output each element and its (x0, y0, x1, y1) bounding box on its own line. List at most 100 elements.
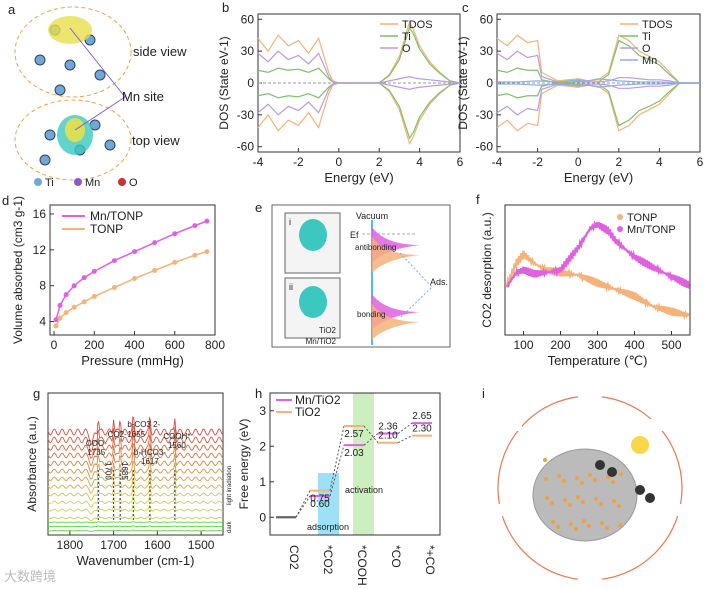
particle-dot (587, 524, 591, 528)
x-tick-label: 4 (416, 155, 423, 169)
y-axis-label: DOS (State eV-1) (456, 36, 470, 129)
panel-label-d: d (2, 193, 9, 208)
legend-label: O (642, 43, 651, 55)
data-point (132, 249, 138, 255)
data-point (172, 259, 178, 265)
legend-label: Mn (85, 177, 100, 189)
data-point (111, 284, 117, 290)
y-axis-label: CO2 desorption (a.u.) (480, 212, 494, 327)
x-tick-label: 300 (587, 338, 607, 352)
y-tick-label: 12 (33, 243, 47, 257)
spectrum (47, 525, 224, 528)
series-TONP (55, 250, 208, 327)
data-point (204, 218, 210, 224)
x-tick-label: 1700 (100, 538, 127, 552)
inset-label: ii (289, 282, 293, 292)
particle-dot (568, 503, 572, 507)
peak-label: 1700 (104, 462, 113, 480)
ti-atom (39, 154, 51, 166)
intermediate-structure (578, 574, 602, 586)
y-tick-label: -30 (476, 108, 494, 122)
peak-label: 1685 (120, 462, 129, 480)
pointer-line (74, 96, 126, 131)
x-axis-label: Energy (eV) (564, 170, 633, 185)
particle-dot (576, 495, 580, 499)
dos-up-O (257, 50, 461, 84)
y-tick-label: 30 (241, 44, 255, 58)
x-tick-label: 400 (624, 338, 644, 352)
panel-label-c: c (462, 0, 469, 15)
data-point (172, 231, 178, 237)
particle-dot (551, 520, 555, 524)
legend-label: TDOS (402, 19, 433, 31)
side-view-circle (14, 6, 132, 98)
x-tick-label: 0 (51, 338, 58, 352)
bonding-label: bonding (357, 310, 385, 319)
x-tick-label: 2 (615, 155, 622, 169)
ti-atom (94, 69, 106, 81)
x-tick-label: 500 (661, 338, 681, 352)
dos-up-Ti (496, 39, 700, 84)
data-point (81, 275, 87, 281)
legend-label: TONP (90, 222, 123, 236)
x-axis-label: Temperature (℃) (548, 353, 648, 368)
data-point (71, 304, 77, 310)
particle-dot (617, 504, 621, 508)
particle-dot (600, 521, 604, 525)
legend-label: TDOS (642, 19, 673, 31)
particle-dot (545, 496, 549, 500)
dos-up-TDOS (496, 34, 700, 84)
spectrum (47, 416, 224, 446)
intermediate-structure (498, 419, 522, 431)
legend-marker (617, 226, 623, 232)
charge-density (299, 286, 327, 318)
particle-dot (544, 477, 548, 481)
data-point (111, 258, 117, 264)
connector (295, 495, 311, 518)
y-axis-label: Volume absorbed (cm3 g-1) (11, 196, 25, 344)
legend-atom-Mn (74, 178, 82, 186)
category-label: *COOH (355, 545, 369, 586)
series-Mn/TONP (506, 219, 690, 289)
x-tick-label: 1800 (57, 538, 84, 552)
x-tick-label: 6 (697, 155, 704, 169)
particle-dot (563, 498, 567, 502)
ti-atom (104, 139, 116, 151)
category-label: *CO2 (321, 545, 335, 575)
ads-label: Ads. (430, 277, 448, 287)
peak-label: CO2- (108, 430, 127, 439)
particle-dot (574, 527, 578, 531)
legend-label: Mn/TONP (90, 209, 143, 223)
connector (329, 445, 345, 497)
legend-label: O (129, 177, 138, 189)
y-tick-label: 8 (39, 279, 46, 293)
ti-atom (34, 54, 46, 66)
light-label: light irradiation (227, 466, 233, 505)
y-tick-label: 1 (259, 475, 266, 489)
data-point (63, 310, 69, 316)
x-tick-label: 800 (205, 338, 225, 352)
y-tick-label: 4 (39, 315, 46, 329)
dos-down-O (496, 82, 700, 116)
spectrum (47, 495, 224, 508)
x-tick-label: 0 (575, 155, 582, 169)
x-axis-label: Energy (eV) (324, 170, 393, 185)
legend-label: Ti (402, 31, 411, 43)
panel-label-i: i (482, 386, 485, 401)
peak-label: 1735 (87, 448, 105, 457)
x-tick-label: 0 (335, 155, 342, 169)
particle-dot (575, 476, 579, 480)
x-tick-label: 400 (124, 338, 144, 352)
x-tick-label: -4 (253, 155, 264, 169)
energy-value: 2.36 (378, 421, 398, 432)
spectrum (47, 478, 224, 494)
x-tick-label: 4 (656, 155, 663, 169)
data-point (192, 223, 198, 229)
x-axis-label: Wavenumber (cm-1) (77, 553, 195, 568)
data-point (81, 299, 87, 305)
particle-dot (618, 523, 622, 527)
category-label: CO2 (287, 545, 301, 570)
y-axis-label: DOS (State eV-1) (217, 36, 231, 129)
particle-dot (605, 526, 609, 530)
